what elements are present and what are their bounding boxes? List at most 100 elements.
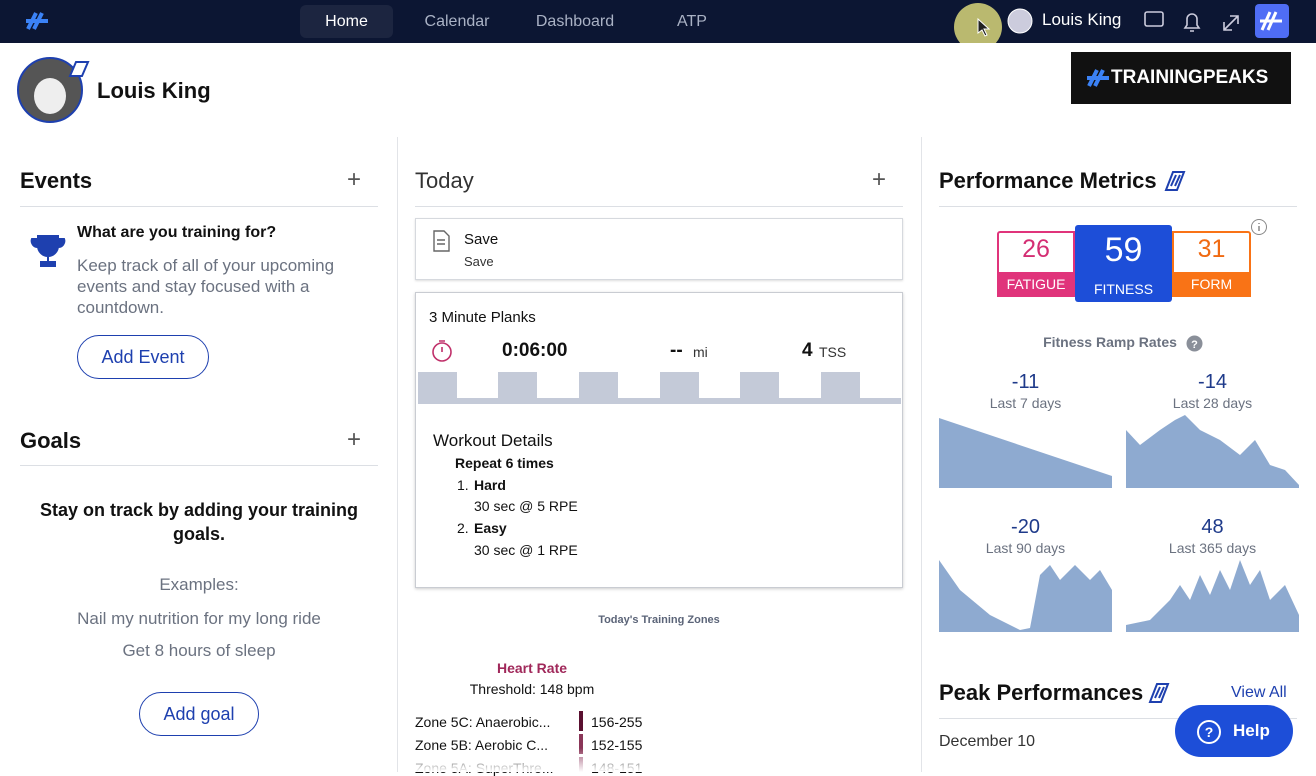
brand-logo: TRAININGPEAKS	[1071, 52, 1291, 104]
nav-item[interactable]: ATP	[677, 13, 707, 30]
goal-example: Get 8 hours of sleep	[122, 641, 276, 660]
fatigue-value: 26	[1022, 235, 1050, 263]
app-logo[interactable]	[24, 9, 52, 33]
ramp-label: Last 28 days	[1172, 395, 1253, 411]
fatigue-label: FATIGUE	[997, 272, 1075, 297]
form-value: 31	[1197, 235, 1226, 263]
note-title: Save	[464, 231, 499, 248]
workout-card[interactable]	[415, 292, 903, 588]
zone-swatch	[579, 711, 583, 731]
ramp-value: 48	[1201, 516, 1224, 538]
divider	[20, 465, 378, 466]
cursor	[977, 17, 991, 37]
goal-example: Nail my nutrition for my long ride	[77, 609, 321, 628]
nav-avatar[interactable]	[1007, 8, 1033, 34]
premium-icon	[1164, 171, 1186, 191]
ramp-value: -11	[1011, 371, 1040, 393]
nav-item[interactable]: Calendar	[424, 13, 490, 30]
zones-title: Today's Training Zones	[598, 614, 720, 626]
info-icon[interactable]	[1250, 218, 1268, 236]
profile-avatar[interactable]	[16, 56, 94, 126]
view-all-link[interactable]: View All	[1231, 684, 1287, 701]
fitness-box[interactable]	[1075, 225, 1172, 302]
bell-icon[interactable]	[1183, 13, 1201, 32]
section-title: Goals	[20, 428, 82, 453]
fitness-value: 59	[1104, 231, 1143, 269]
add-button[interactable]: +	[347, 426, 362, 453]
step-number: 2.	[457, 520, 469, 536]
step-name: Hard	[474, 477, 506, 493]
form-label: FORM	[1172, 272, 1251, 297]
help-button[interactable]: Help	[1175, 705, 1293, 757]
sparkline	[939, 560, 1112, 632]
note-card[interactable]	[415, 218, 903, 280]
svg-text:?: ?	[1205, 724, 1214, 740]
ramp-title: Fitness Ramp Rates	[1043, 334, 1177, 350]
repeat-label: Repeat 6 times	[455, 455, 554, 471]
goals-heading: Stay on track by adding your training go…	[39, 500, 359, 544]
sparkline	[1126, 560, 1299, 632]
sparkline	[939, 418, 1112, 488]
column-divider	[397, 137, 398, 772]
zone-name: Zone 5C: Anaerobic...	[415, 714, 551, 730]
chat-icon[interactable]	[1144, 11, 1164, 27]
divider	[415, 206, 903, 207]
peak-date: December 10	[939, 733, 1036, 750]
trophy-icon	[30, 235, 66, 267]
workout-duration: 0:06:00	[502, 340, 568, 361]
ramp-label: Last 7 days	[989, 395, 1062, 411]
section-title: Events	[20, 168, 93, 193]
step-detail: 30 sec @ 1 RPE	[474, 542, 578, 558]
premium-icon	[1148, 683, 1170, 703]
add-button[interactable]: +	[347, 166, 362, 193]
ramp-label: Last 365 days	[1168, 540, 1257, 556]
hr-threshold: Threshold: 148 bpm	[469, 681, 595, 697]
stopwatch-icon	[432, 340, 452, 362]
section-title: Performance Metrics	[939, 168, 1157, 193]
step-number: 1.	[457, 477, 469, 493]
nav-tools	[954, 3, 1289, 43]
nav-item[interactable]: Dashboard	[535, 13, 615, 30]
fade	[398, 748, 920, 772]
section-title: Today	[415, 168, 474, 193]
events-text: Keep track of all of your upcoming event…	[77, 256, 335, 317]
ramp-value: -14	[1198, 371, 1227, 393]
add-event-button[interactable]: Add Event	[77, 335, 209, 379]
ramp-value: -20	[1011, 516, 1040, 538]
distance-unit: mi	[693, 344, 708, 360]
tss-unit: TSS	[819, 344, 847, 360]
zone-range: 156-255	[591, 714, 643, 730]
help-button-icon: ?	[1197, 720, 1221, 744]
divider	[20, 206, 378, 207]
note-subtitle: Save	[464, 254, 494, 269]
profile-name: Louis King	[97, 78, 211, 103]
add-goal-button[interactable]: Add goal	[139, 692, 259, 736]
top-nav	[0, 0, 1316, 43]
nav-user[interactable]: Louis King	[1042, 10, 1122, 29]
divider	[939, 718, 1297, 719]
section-title: Peak Performances	[939, 680, 1144, 705]
workout-structure	[418, 372, 901, 404]
nav-item[interactable]: Home	[300, 5, 393, 38]
add-button[interactable]: +	[872, 166, 887, 193]
step-name: Easy	[474, 520, 507, 536]
fitness-label: FITNESS	[1093, 281, 1154, 297]
divider	[939, 206, 1297, 207]
events-heading: What are you training for?	[77, 224, 277, 241]
note-icon	[433, 230, 450, 252]
expand-icon[interactable]	[1223, 15, 1239, 31]
workout-title: 3 Minute Planks	[429, 309, 536, 326]
step-detail: 30 sec @ 5 RPE	[474, 498, 578, 514]
details-title: Workout Details	[433, 431, 553, 450]
svg-text:?: ?	[1191, 339, 1198, 351]
goals-examples-label: Examples:	[159, 575, 239, 594]
workout-tss: 4	[802, 340, 813, 361]
hr-title: Heart Rate	[496, 660, 568, 676]
zone-swatch	[579, 734, 583, 754]
help-icon[interactable]: ?	[1186, 335, 1203, 352]
column-divider	[921, 137, 922, 772]
brand-mark	[1087, 69, 1109, 87]
sparkline	[1126, 415, 1299, 488]
